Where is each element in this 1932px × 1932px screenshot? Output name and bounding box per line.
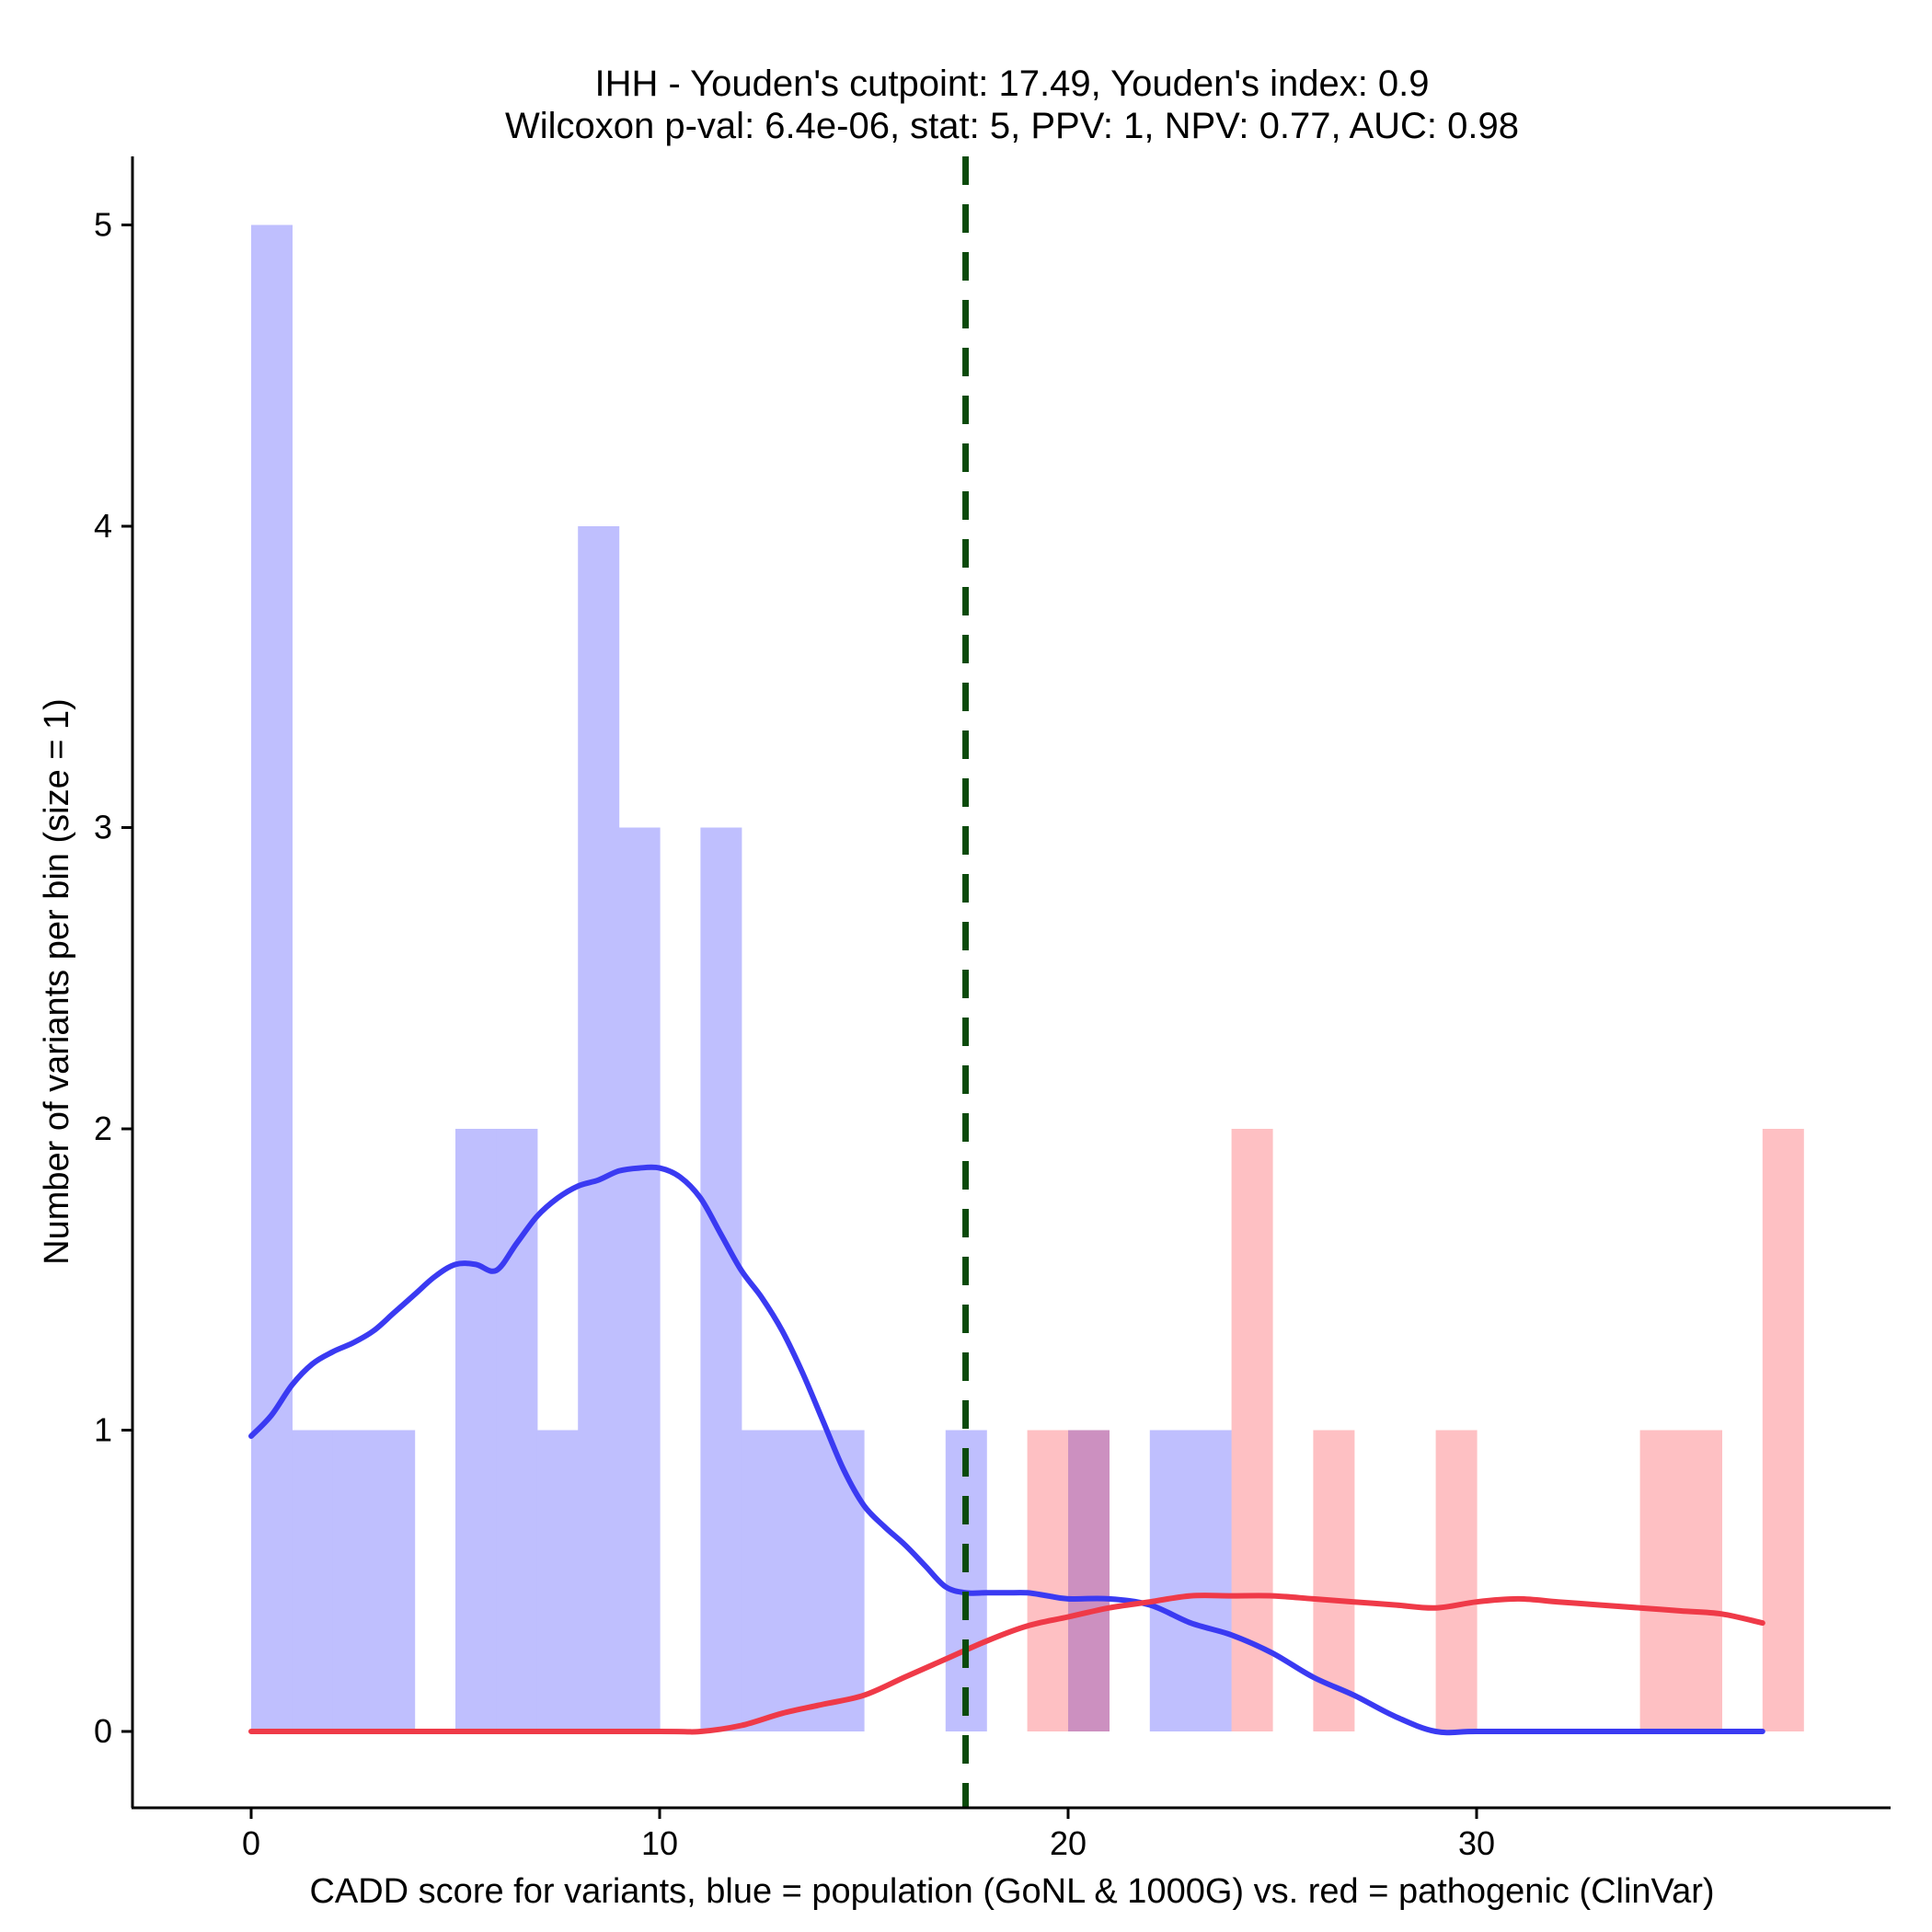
population-bar (700, 827, 742, 1731)
x-tick-label: 20 (1050, 1824, 1087, 1862)
population-bar (1149, 1430, 1191, 1731)
population-density-line (248, 1164, 1765, 1736)
histogram-bars (251, 224, 1804, 1731)
pathogenic-bar (1027, 1430, 1069, 1731)
y-tick-label: 2 (94, 1110, 112, 1147)
population-bar (332, 1430, 374, 1731)
population-bar (496, 1129, 538, 1731)
y-tick-label: 1 (94, 1411, 112, 1449)
density-curves (248, 1164, 1765, 1736)
population-bar (822, 1430, 865, 1731)
x-tick-label: 0 (242, 1824, 260, 1862)
y-tick-label: 4 (94, 507, 112, 545)
pathogenic-bar (1762, 1129, 1804, 1731)
population-bar (578, 526, 620, 1731)
y-tick-label: 5 (94, 206, 112, 244)
x-axis-ticks: 0 10 20 30 (242, 1808, 1495, 1862)
overlap-bar (1068, 1430, 1110, 1731)
y-tick-label: 3 (94, 809, 112, 846)
population-bar (945, 1430, 987, 1731)
pathogenic-bar (1639, 1430, 1682, 1731)
pathogenic-bar (1681, 1430, 1722, 1731)
pathogenic-density-line (248, 1593, 1765, 1735)
x-tick-label: 10 (641, 1824, 678, 1862)
population-bar (1190, 1430, 1233, 1731)
y-axis-ticks: 0 1 2 3 4 5 (94, 206, 132, 1750)
population-bar (741, 1430, 783, 1731)
population-bar (536, 1430, 579, 1731)
population-bar (292, 1430, 334, 1731)
population-bar (618, 827, 661, 1731)
population-bar (782, 1430, 824, 1731)
chart-title-line2: Wilcoxon p-val: 6.4e-06, stat: 5, PPV: 1… (505, 106, 1519, 146)
y-axis-label: Number of variants per bin (size = 1) (38, 698, 76, 1265)
chart-title-line1: IHH - Youden's cutpoint: 17.49, Youden's… (594, 63, 1429, 104)
population-bar (374, 1430, 416, 1731)
x-axis-label: CADD score for variants, blue = populati… (309, 1872, 1714, 1911)
population-bar (455, 1129, 497, 1731)
y-tick-label: 0 (94, 1712, 112, 1750)
x-tick-label: 30 (1458, 1824, 1495, 1862)
pathogenic-bar (1435, 1430, 1478, 1731)
pathogenic-bar (1231, 1129, 1273, 1731)
population-bar (251, 224, 293, 1731)
